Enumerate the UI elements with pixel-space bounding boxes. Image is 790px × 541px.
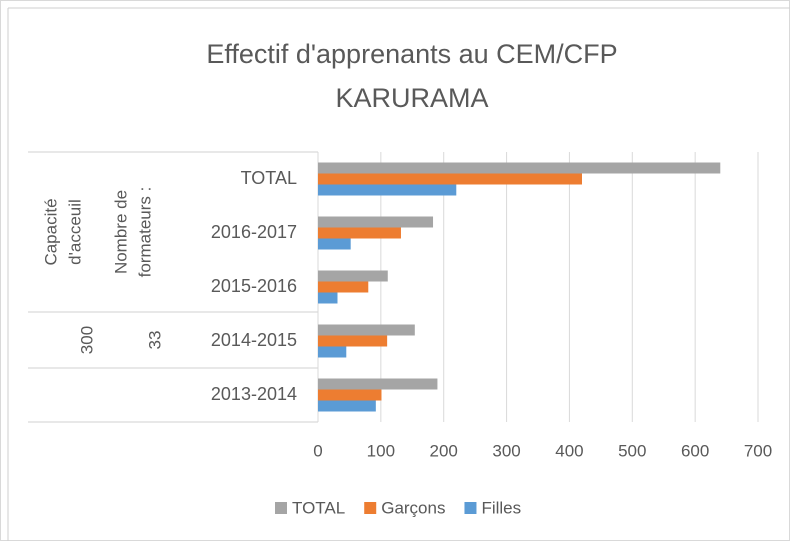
y-tick-label: 2013-2014: [211, 384, 297, 404]
table-header: Nombre de: [111, 190, 130, 274]
legend-swatch: [464, 502, 477, 514]
table-header: formateurs :: [135, 187, 154, 278]
bar: [318, 324, 415, 336]
bar: [318, 378, 438, 390]
bar: [318, 162, 721, 174]
bar: [318, 173, 582, 185]
bar: [318, 389, 382, 401]
bar: [318, 346, 347, 358]
legend-swatch: [364, 502, 377, 514]
bar: [318, 292, 338, 304]
legend-swatch: [275, 502, 287, 514]
table-header: Capacité: [41, 198, 60, 265]
bar: [318, 400, 376, 412]
y-tick-label: 2015-2016: [211, 276, 297, 296]
chart-title: Effectif d'apprenants au CEM/CFP: [206, 39, 617, 69]
bar: [318, 184, 457, 196]
x-tick-label: 500: [618, 441, 646, 460]
chart-title: KARURAMA: [335, 83, 488, 113]
bar: [318, 270, 388, 282]
bar: [318, 227, 401, 239]
x-tick-label: 100: [367, 441, 395, 460]
y-tick-label: TOTAL: [241, 168, 297, 188]
bar: [318, 281, 369, 293]
bar: [318, 238, 351, 250]
x-tick-label: 200: [430, 441, 458, 460]
table-value: 300: [77, 326, 96, 354]
x-tick-label: 600: [681, 441, 709, 460]
x-tick-label: 300: [492, 441, 520, 460]
bar: [318, 335, 388, 347]
legend-label: Filles: [481, 498, 521, 517]
x-tick-label: 700: [744, 441, 772, 460]
x-tick-label: 0: [313, 441, 322, 460]
y-tick-label: 2014-2015: [211, 330, 297, 350]
y-tick-label: 2016-2017: [211, 222, 297, 242]
legend-label: Garçons: [381, 498, 445, 517]
table-header: d'acceuil: [65, 199, 84, 265]
bar: [318, 216, 434, 228]
x-tick-label: 400: [555, 441, 583, 460]
legend-label: TOTAL: [292, 498, 345, 517]
table-value: 33: [145, 331, 164, 350]
